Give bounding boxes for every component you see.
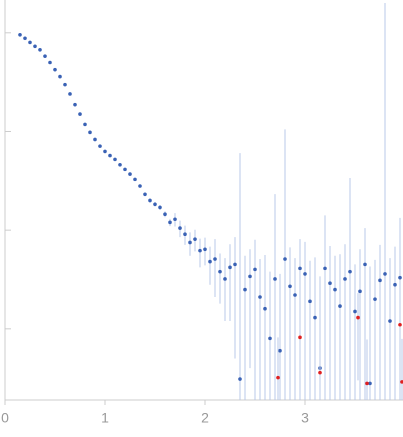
data-point (278, 348, 282, 353)
data-point (333, 287, 337, 292)
data-point (253, 267, 257, 272)
data-point (353, 309, 357, 314)
data-point (198, 248, 202, 253)
data-point (113, 157, 117, 162)
data-point (133, 177, 137, 182)
data-point (203, 247, 207, 252)
data-point (193, 237, 197, 241)
data-point (58, 74, 62, 79)
data-point (398, 275, 402, 280)
data-point (288, 284, 292, 289)
data-point (138, 184, 142, 188)
x-tick-label: 1 (101, 410, 109, 426)
data-point (83, 122, 87, 127)
data-point (276, 375, 280, 380)
data-point (98, 144, 102, 148)
data-point (356, 315, 360, 320)
data-point (68, 92, 72, 96)
data-point (378, 278, 382, 283)
data-point (33, 44, 37, 49)
data-point (118, 162, 122, 167)
data-point (228, 265, 232, 270)
data-point (248, 274, 252, 279)
data-point (23, 36, 27, 41)
data-point (88, 130, 92, 135)
data-point (323, 266, 327, 271)
data-point (153, 202, 157, 207)
data-point (283, 257, 287, 261)
data-point (243, 287, 247, 292)
data-point (308, 299, 312, 304)
data-point (223, 277, 227, 281)
data-point (148, 198, 152, 203)
data-point (108, 153, 112, 158)
data-point (363, 262, 367, 267)
data-point (63, 82, 67, 87)
x-tick-label: 0 (1, 410, 9, 426)
data-point (173, 217, 177, 222)
data-point (103, 149, 107, 154)
data-point (358, 289, 362, 294)
data-point (93, 137, 97, 142)
data-point (273, 277, 277, 281)
data-point (373, 297, 377, 301)
data-point (233, 262, 237, 267)
data-point (348, 269, 352, 274)
data-point (303, 272, 307, 276)
data-point (388, 319, 392, 323)
data-point (343, 277, 347, 281)
data-point (53, 67, 57, 72)
data-point (213, 257, 217, 261)
data-point (158, 205, 162, 210)
data-point (258, 295, 262, 299)
data-point (338, 304, 342, 308)
data-point (398, 322, 402, 327)
data-point (78, 112, 82, 116)
data-point (178, 226, 182, 230)
data-point (38, 47, 42, 52)
data-point (298, 335, 302, 340)
data-point (18, 32, 22, 37)
data-point (28, 40, 32, 45)
data-point (313, 315, 317, 320)
data-point (48, 60, 52, 65)
x-tick-label: 2 (201, 410, 209, 426)
data-point (168, 220, 172, 225)
x-tick-label: 3 (301, 410, 309, 426)
data-point (218, 269, 222, 274)
data-point (365, 381, 369, 386)
data-point (43, 54, 47, 58)
data-point (188, 240, 192, 245)
data-point (128, 172, 132, 176)
data-point (238, 377, 242, 381)
data-point (183, 232, 187, 236)
data-point (383, 272, 387, 276)
data-point (393, 282, 397, 287)
data-point (293, 293, 297, 297)
data-point (263, 306, 267, 311)
data-point (73, 102, 77, 107)
data-point (328, 281, 332, 286)
data-point (163, 212, 167, 217)
data-point (268, 336, 272, 341)
data-point (298, 266, 302, 271)
data-point (143, 192, 147, 197)
data-point (400, 380, 403, 384)
data-point (123, 167, 127, 172)
data-point (208, 259, 212, 264)
data-point (318, 370, 322, 375)
data-point (368, 381, 372, 386)
